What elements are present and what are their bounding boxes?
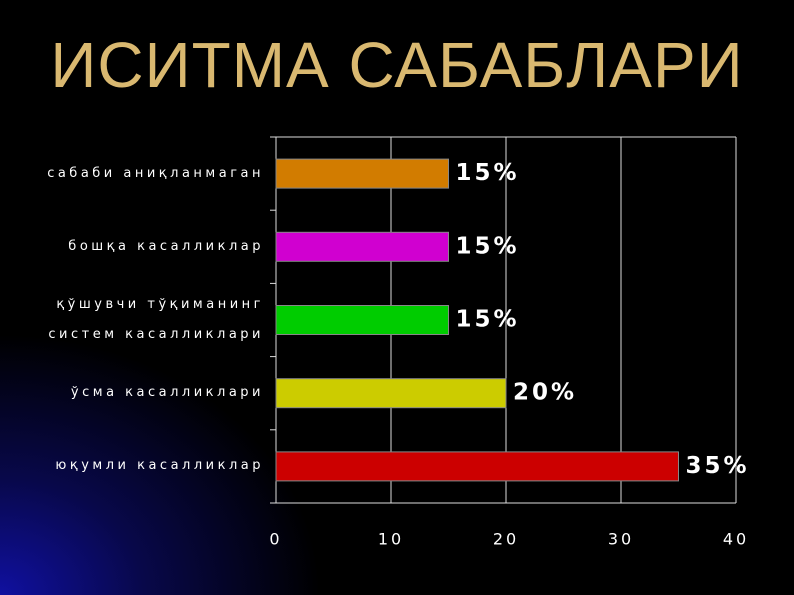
bar (275, 231, 449, 262)
x-tick-label: 0 (269, 530, 282, 549)
x-tick-label: 40 (723, 530, 749, 549)
bar (275, 378, 507, 409)
y-tick-label: қўшувчи тўқиманинг систем касалликлари (48, 297, 264, 342)
y-tick-label: бошқа касалликлар (68, 238, 264, 254)
data-label: 35% (686, 453, 750, 479)
data-label: 15% (456, 307, 520, 333)
x-tick-label: 30 (608, 530, 634, 549)
y-tick-label: юқумли касалликлар (55, 458, 264, 474)
x-tick-label: 20 (493, 530, 519, 549)
data-label: 20% (513, 380, 577, 406)
y-tick-label: ўсма касалликлари (70, 385, 264, 401)
bar (275, 451, 679, 482)
bar (275, 305, 449, 335)
bar (275, 158, 449, 189)
data-label: 15% (456, 160, 520, 186)
x-tick-label: 10 (378, 530, 404, 549)
data-label: 15% (456, 233, 520, 259)
y-tick-label: сабаби аниқланмаган (47, 165, 264, 181)
chart-title: ИСИТМА САБАБЛАРИ (50, 29, 744, 101)
